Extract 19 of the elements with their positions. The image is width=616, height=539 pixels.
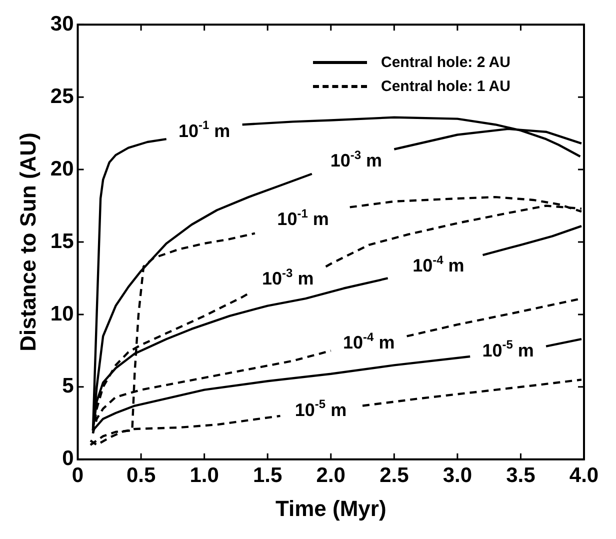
y-tick-label: 15	[50, 230, 74, 253]
x-tick-label: 1.0	[190, 464, 219, 487]
y-tick-label: 5	[62, 374, 74, 398]
y-axis-title: Distance to Sun (AU)	[15, 132, 40, 352]
x-tick-label: 2.0	[316, 464, 346, 487]
y-tick-label: 0	[62, 447, 74, 470]
annotation: Central hole: 2 AU	[381, 54, 510, 70]
y-tick-label: 20	[50, 157, 74, 180]
x-tick-label: 1.5	[252, 464, 283, 487]
x-axis-title: Time (Myr)	[275, 496, 386, 521]
y-tick-label: 30	[50, 12, 74, 36]
y-tick-label: 10	[50, 302, 74, 326]
x-tick-label: 4.0	[569, 464, 599, 487]
x-tick-label: 2.5	[380, 464, 410, 487]
x-tick-label: 3.0	[442, 464, 472, 487]
annotation: Central hole: 1 AU	[381, 78, 510, 94]
x-tick-label: 3.5	[506, 464, 536, 487]
y-tick-label: 25	[50, 84, 74, 108]
x-tick-label: 0.5	[126, 464, 156, 487]
